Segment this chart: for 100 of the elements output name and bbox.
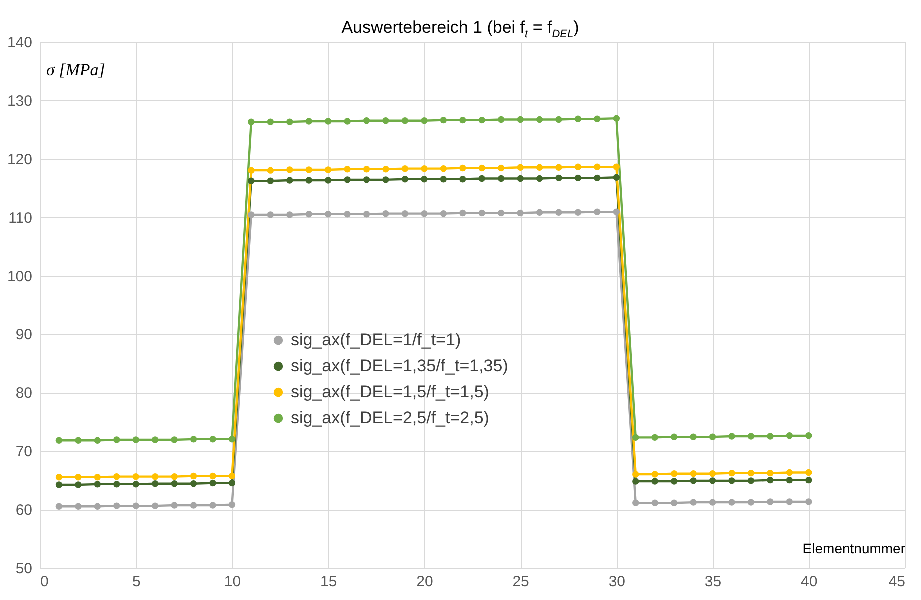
point xyxy=(632,500,640,506)
point xyxy=(613,164,620,170)
point xyxy=(306,118,312,125)
x-tick-label: 30 xyxy=(608,574,626,590)
point xyxy=(363,211,370,218)
point xyxy=(421,176,428,183)
point xyxy=(344,166,351,173)
point xyxy=(56,474,63,481)
point xyxy=(574,209,582,216)
point xyxy=(267,167,274,174)
point xyxy=(728,499,736,506)
point xyxy=(440,165,448,172)
point xyxy=(228,472,236,480)
point xyxy=(286,212,294,218)
x-tick-label: 10 xyxy=(224,574,242,590)
chart-title: Auswertebereich 1 (bei f$_{t}$ = f$_{DEL}$) xyxy=(342,18,580,40)
point xyxy=(421,118,428,124)
point xyxy=(690,499,697,506)
x-tick-label: 0 xyxy=(40,574,49,590)
point xyxy=(613,208,620,216)
point xyxy=(306,166,312,174)
y-tick-label: 110 xyxy=(8,210,32,227)
point xyxy=(248,178,255,184)
point xyxy=(478,210,486,217)
point xyxy=(594,164,601,170)
legend-label: sig_ax(f_DEL=1,5/f_t=1,5) xyxy=(291,382,490,402)
point xyxy=(594,208,601,216)
point xyxy=(306,211,312,218)
point xyxy=(286,166,294,174)
point xyxy=(767,476,774,484)
point xyxy=(171,436,178,444)
point xyxy=(324,177,332,184)
point xyxy=(709,470,716,478)
point xyxy=(132,436,140,444)
point xyxy=(517,164,524,172)
point xyxy=(806,469,812,476)
point xyxy=(670,478,678,485)
point xyxy=(190,480,198,488)
point xyxy=(190,502,198,509)
point xyxy=(748,478,755,484)
point xyxy=(171,480,178,488)
point xyxy=(460,210,466,217)
point xyxy=(536,175,544,182)
x-tick-label: 5 xyxy=(132,574,141,590)
point xyxy=(363,166,370,173)
point xyxy=(786,432,794,440)
point xyxy=(382,166,390,173)
point xyxy=(75,482,82,488)
point xyxy=(460,176,466,183)
point xyxy=(171,473,178,480)
point xyxy=(190,472,198,480)
x-tick-label: 20 xyxy=(416,574,434,590)
point xyxy=(690,470,697,478)
point xyxy=(748,433,755,440)
point xyxy=(248,118,255,126)
point xyxy=(94,481,102,488)
point xyxy=(556,164,562,172)
point xyxy=(402,210,409,218)
y-tick-label: 120 xyxy=(7,151,32,168)
point xyxy=(56,437,63,444)
point xyxy=(421,165,428,172)
point xyxy=(75,503,82,510)
point xyxy=(344,176,351,184)
point xyxy=(421,210,428,218)
point xyxy=(748,499,755,506)
point xyxy=(248,212,255,218)
point xyxy=(267,212,274,218)
point xyxy=(228,502,236,508)
point xyxy=(556,116,562,124)
point xyxy=(75,437,82,444)
point xyxy=(517,210,524,217)
point xyxy=(56,503,63,510)
point xyxy=(709,499,716,506)
point xyxy=(574,116,582,122)
point xyxy=(728,470,736,477)
x-tick-label: 25 xyxy=(512,574,530,590)
point xyxy=(210,480,216,487)
point xyxy=(402,176,409,183)
point xyxy=(363,118,370,124)
point xyxy=(132,473,140,480)
point xyxy=(652,478,658,485)
point xyxy=(536,164,544,172)
legend-label: sig_ax(f_DEL=2,5/f_t=2,5) xyxy=(291,408,490,428)
point xyxy=(286,118,294,126)
x-tick-label: 40 xyxy=(801,574,818,590)
point xyxy=(556,209,562,216)
point xyxy=(152,436,159,444)
point xyxy=(498,175,505,182)
point xyxy=(594,174,601,182)
point xyxy=(786,498,794,506)
point xyxy=(114,473,120,480)
point xyxy=(536,116,544,124)
point xyxy=(652,500,658,506)
point xyxy=(478,164,486,172)
point xyxy=(344,118,351,125)
point xyxy=(210,472,216,480)
point xyxy=(382,176,390,184)
point xyxy=(806,476,812,484)
x-tick-label: 35 xyxy=(704,574,722,590)
point xyxy=(114,436,120,444)
